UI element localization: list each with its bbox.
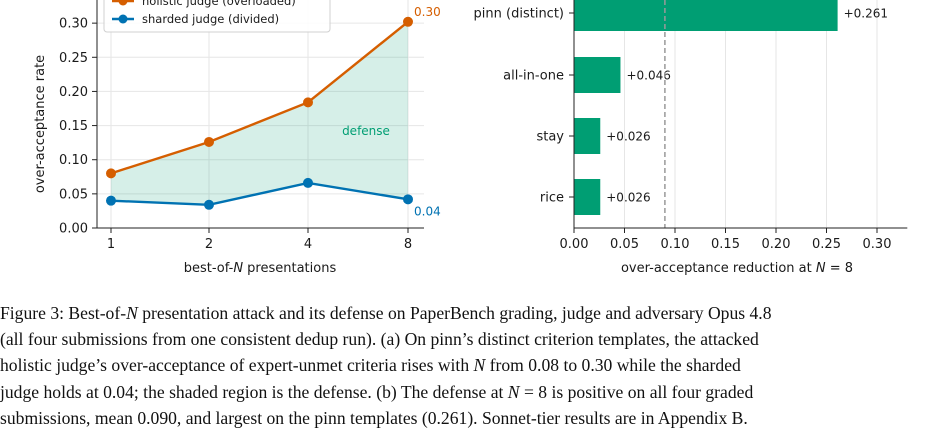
caption-line: (all four submissions from one consisten… (0, 329, 759, 350)
left-ticks: 0.00 0.05 0.10 0.15 0.20 0.25 0.30 1 2 4 8 (59, 17, 412, 252)
bar (574, 118, 601, 154)
category-label: all-in-one (503, 69, 564, 84)
x-tick-label: 4 (304, 237, 312, 252)
bar-value-label: +0.046 (626, 69, 670, 83)
right-grid (573, 0, 878, 228)
y-tick-label: 0.10 (59, 153, 88, 168)
left-chart: 0.30 0.04 0.00 0.05 0.10 0.15 0.20 0.25 0.30 1 2 4… (33, 0, 441, 276)
caption-line: judge holds at 0.04; the shaded region i… (0, 381, 754, 402)
x-tick-label: 2 (205, 237, 213, 252)
x-tick-label: 1 (107, 237, 115, 252)
figure-caption: Figure 3: Best-of-N presentation attack … (0, 300, 932, 431)
y-tick-label: 0.00 (59, 222, 88, 237)
series-line-holistic (110, 20, 409, 175)
legend-entry: holistic judge (overloaded) (142, 0, 296, 8)
left-x-axis-label: best-of-N presentations (184, 261, 337, 276)
defense-label: defense (342, 124, 390, 138)
x-tick-label: 0.05 (610, 237, 639, 252)
bar-value-label: +0.261 (844, 7, 888, 21)
figure: 0.30 0.04 0.00 0.05 0.10 0.15 0.20 0.25 0.30 1 2 4… (33, 0, 908, 276)
right-ticks: 0.00 0.05 0.10 0.15 0.20 0.25 0.30 (560, 228, 892, 252)
right-axes (573, 0, 908, 229)
legend-box (103, 0, 331, 33)
defense-region (111, 21, 408, 205)
category-label: pinn (distinct) (474, 7, 564, 22)
legend-marker (118, 14, 128, 24)
bar (574, 57, 621, 93)
x-tick-label: 0.20 (762, 237, 791, 252)
caption-line: submissions, mean 0.090, and largest on … (0, 407, 748, 428)
category-label: stay (536, 130, 564, 145)
legend: holistic judge (overloaded) sharded judge… (103, 0, 331, 33)
data-point (403, 16, 413, 27)
category-label: rice (540, 191, 564, 206)
x-tick-label: 0.00 (560, 237, 589, 252)
end-value-label: 0.04 (414, 204, 441, 218)
left-axes (96, 0, 424, 229)
data-point (303, 177, 313, 188)
legend-marker (118, 0, 128, 6)
caption-line: Figure 3: Best-of-N presentation attack … (0, 303, 772, 323)
data-point (403, 194, 413, 205)
bar-value-label: +0.026 (606, 191, 650, 205)
right-chart: +0.261 pinn (distinct) +0.046 all-in-one +0.… (474, 0, 908, 276)
data-point (204, 199, 214, 210)
x-tick-label: 8 (404, 237, 412, 252)
x-tick-label: 0.15 (711, 237, 740, 252)
left-series: 0.30 0.04 (106, 5, 441, 218)
y-tick-label: 0.05 (59, 187, 88, 202)
data-point (303, 97, 313, 108)
right-bars: +0.261 pinn (distinct) +0.046 all-in-one +0.… (474, 0, 888, 215)
data-point (106, 168, 116, 179)
left-y-axis-label: over-acceptance rate (33, 55, 48, 193)
data-point (106, 195, 116, 206)
x-tick-label: 0.30 (863, 237, 892, 252)
x-tick-label: 0.25 (812, 237, 841, 252)
end-value-label: 0.30 (414, 5, 441, 19)
legend-entry: sharded judge (divided) (142, 12, 279, 26)
data-point (204, 136, 214, 147)
bar (574, 179, 601, 215)
x-tick-label: 0.10 (661, 237, 690, 252)
y-tick-label: 0.20 (59, 85, 88, 100)
y-tick-label: 0.15 (59, 119, 88, 134)
caption-line: holistic judge’s over-acceptance of expe… (0, 355, 741, 376)
bar (574, 0, 838, 31)
right-x-axis-label: over-acceptance reduction at N = 8 (621, 261, 853, 276)
y-tick-label: 0.30 (59, 17, 88, 32)
bar-value-label: +0.026 (606, 130, 650, 144)
y-tick-label: 0.25 (59, 51, 88, 66)
series-line-sharded (110, 181, 409, 206)
